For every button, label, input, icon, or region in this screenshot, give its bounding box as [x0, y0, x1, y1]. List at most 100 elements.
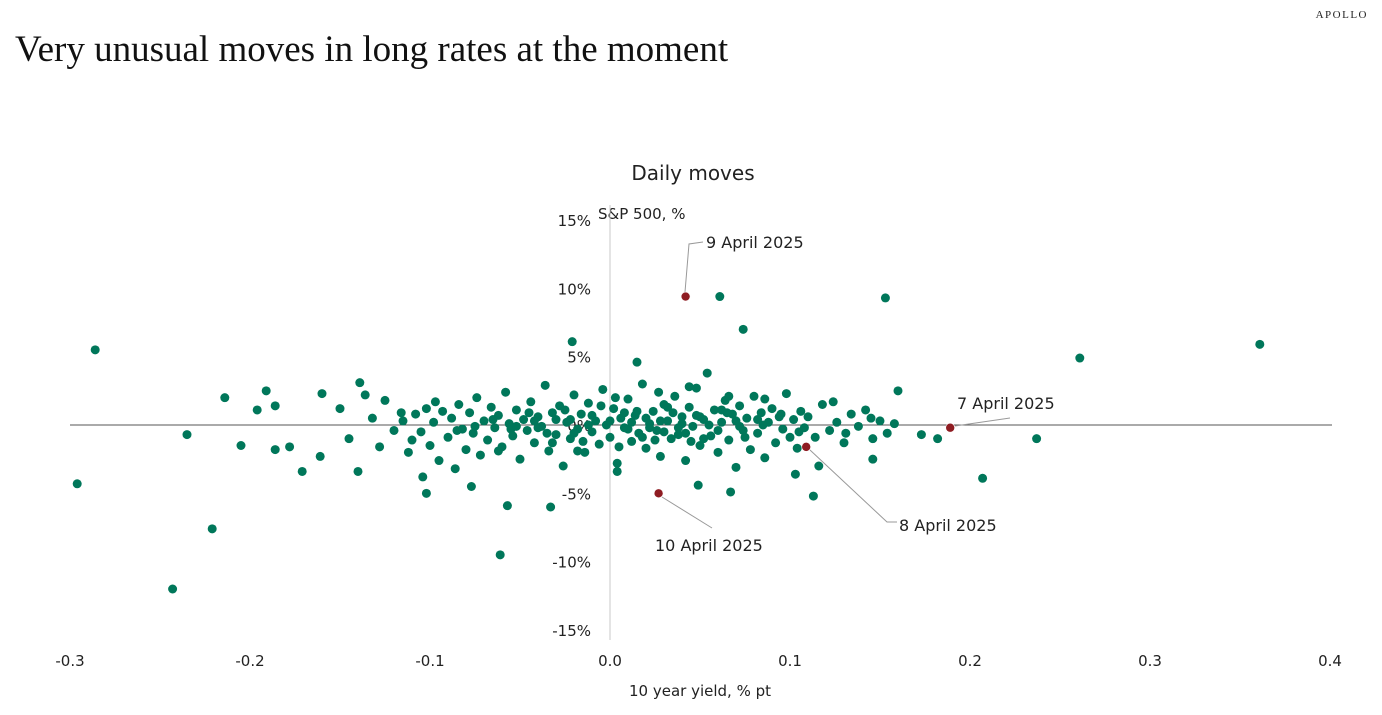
data-point [493, 446, 503, 456]
data-point [483, 435, 493, 445]
leader-line-8-april [809, 449, 897, 523]
data-point [610, 393, 620, 403]
data-point [758, 420, 768, 430]
data-point [526, 397, 536, 407]
data-point [546, 502, 556, 512]
highlighted-point [945, 422, 956, 433]
data-point [735, 421, 745, 431]
data-point [738, 324, 748, 334]
data-point [576, 409, 586, 419]
data-point [776, 409, 786, 419]
data-point [691, 383, 701, 393]
data-point [645, 423, 655, 433]
data-point [627, 436, 637, 446]
data-point [666, 434, 676, 444]
data-point [740, 432, 750, 442]
data-point [567, 337, 577, 347]
data-point [771, 438, 781, 448]
data-point [583, 398, 593, 408]
data-point [353, 466, 363, 476]
data-point [803, 412, 813, 422]
x-tick-label: 0.0 [598, 652, 622, 670]
data-point [533, 423, 543, 433]
data-point [681, 428, 691, 438]
data-point [704, 420, 714, 430]
data-point [236, 441, 246, 450]
data-point [693, 480, 703, 490]
data-point [785, 432, 795, 442]
data-point [529, 438, 539, 448]
data-point [808, 491, 818, 501]
data-point [1255, 339, 1265, 349]
data-point [411, 409, 421, 419]
data-point [632, 357, 642, 367]
data-point [686, 436, 696, 446]
data-point [623, 424, 633, 434]
data-point [285, 442, 295, 452]
data-point [688, 421, 698, 431]
data-point [778, 424, 788, 434]
x-tick-label: -0.2 [235, 652, 264, 670]
data-point [749, 391, 759, 401]
data-point [652, 425, 662, 435]
data-point [670, 391, 680, 401]
x-tick-label: 0.2 [958, 652, 982, 670]
data-point [511, 421, 521, 431]
data-point [742, 413, 752, 423]
data-point [655, 416, 665, 426]
data-point [380, 395, 390, 405]
data-point [511, 405, 521, 415]
data-point [817, 400, 827, 409]
data-point [573, 446, 583, 456]
data-point [756, 408, 766, 418]
data-point [781, 389, 791, 399]
data-point [814, 461, 824, 471]
page-title: Very unusual moves in long rates at the … [15, 29, 729, 70]
data-point [760, 453, 770, 463]
data-point [375, 442, 385, 452]
data-point [659, 427, 669, 437]
data-point [699, 434, 709, 444]
data-point [702, 368, 712, 378]
x-tick-label: 0.1 [778, 652, 802, 670]
data-point [252, 405, 262, 415]
data-point [398, 416, 408, 426]
annotation-9-april: 9 April 2025 [706, 233, 804, 252]
data-point [663, 416, 673, 426]
data-point [403, 447, 413, 457]
y-tick-label: -10% [552, 554, 591, 572]
data-point [825, 425, 835, 435]
data-point [882, 428, 892, 438]
data-point [839, 438, 849, 448]
data-point [889, 419, 899, 429]
data-point [875, 416, 885, 426]
data-point [430, 397, 440, 407]
data-point [706, 431, 716, 441]
y-tick-label: 15% [558, 212, 591, 230]
data-point [465, 408, 475, 418]
data-point [641, 413, 651, 423]
data-point [90, 345, 100, 355]
data-point [434, 456, 444, 466]
data-point [637, 379, 647, 389]
data-point [767, 404, 777, 414]
data-point [632, 406, 642, 416]
data-point [668, 408, 678, 418]
annotation-10-april: 10 April 2025 [655, 536, 763, 555]
data-point [695, 441, 705, 450]
data-point [598, 384, 608, 394]
data-point [655, 451, 665, 461]
data-point [418, 472, 428, 482]
data-point [502, 501, 512, 511]
data-point [472, 393, 482, 403]
data-point [684, 402, 694, 412]
data-point [270, 401, 280, 411]
data-point [580, 447, 590, 457]
data-point [794, 427, 804, 437]
data-point [880, 293, 890, 303]
data-point [868, 454, 878, 464]
data-point [916, 430, 926, 440]
data-point [501, 387, 511, 397]
data-point [594, 439, 604, 449]
data-point [367, 413, 377, 423]
